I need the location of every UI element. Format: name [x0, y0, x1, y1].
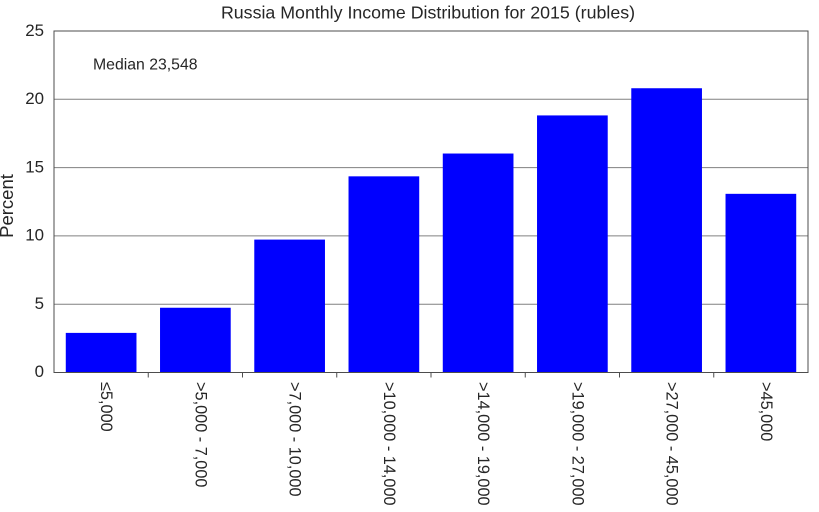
- svg-text:>5,000 - 7,000: >5,000 - 7,000: [191, 382, 209, 487]
- svg-text:10: 10: [25, 226, 44, 245]
- svg-text:>7,000 - 10,000: >7,000 - 10,000: [286, 382, 304, 497]
- svg-text:≤5,000: ≤5,000: [97, 382, 115, 432]
- svg-text:>27,000 - 45,000: >27,000 - 45,000: [663, 382, 681, 506]
- svg-text:20: 20: [25, 89, 44, 108]
- svg-text:5: 5: [35, 294, 44, 313]
- svg-text:Russia Monthly Income Distribu: Russia Monthly Income Distribution for 2…: [221, 3, 635, 23]
- svg-text:15: 15: [25, 158, 44, 177]
- svg-text:>19,000 - 27,000: >19,000 - 27,000: [568, 382, 586, 506]
- svg-text:Median 23,548: Median 23,548: [93, 57, 198, 74]
- svg-text:>14,000 - 19,000: >14,000 - 19,000: [474, 382, 492, 506]
- svg-text:0: 0: [35, 362, 44, 381]
- svg-text:25: 25: [25, 21, 44, 40]
- svg-text:Percent: Percent: [0, 174, 17, 238]
- svg-text:>45,000: >45,000: [757, 382, 775, 441]
- svg-text:>10,000 - 14,000: >10,000 - 14,000: [380, 382, 398, 506]
